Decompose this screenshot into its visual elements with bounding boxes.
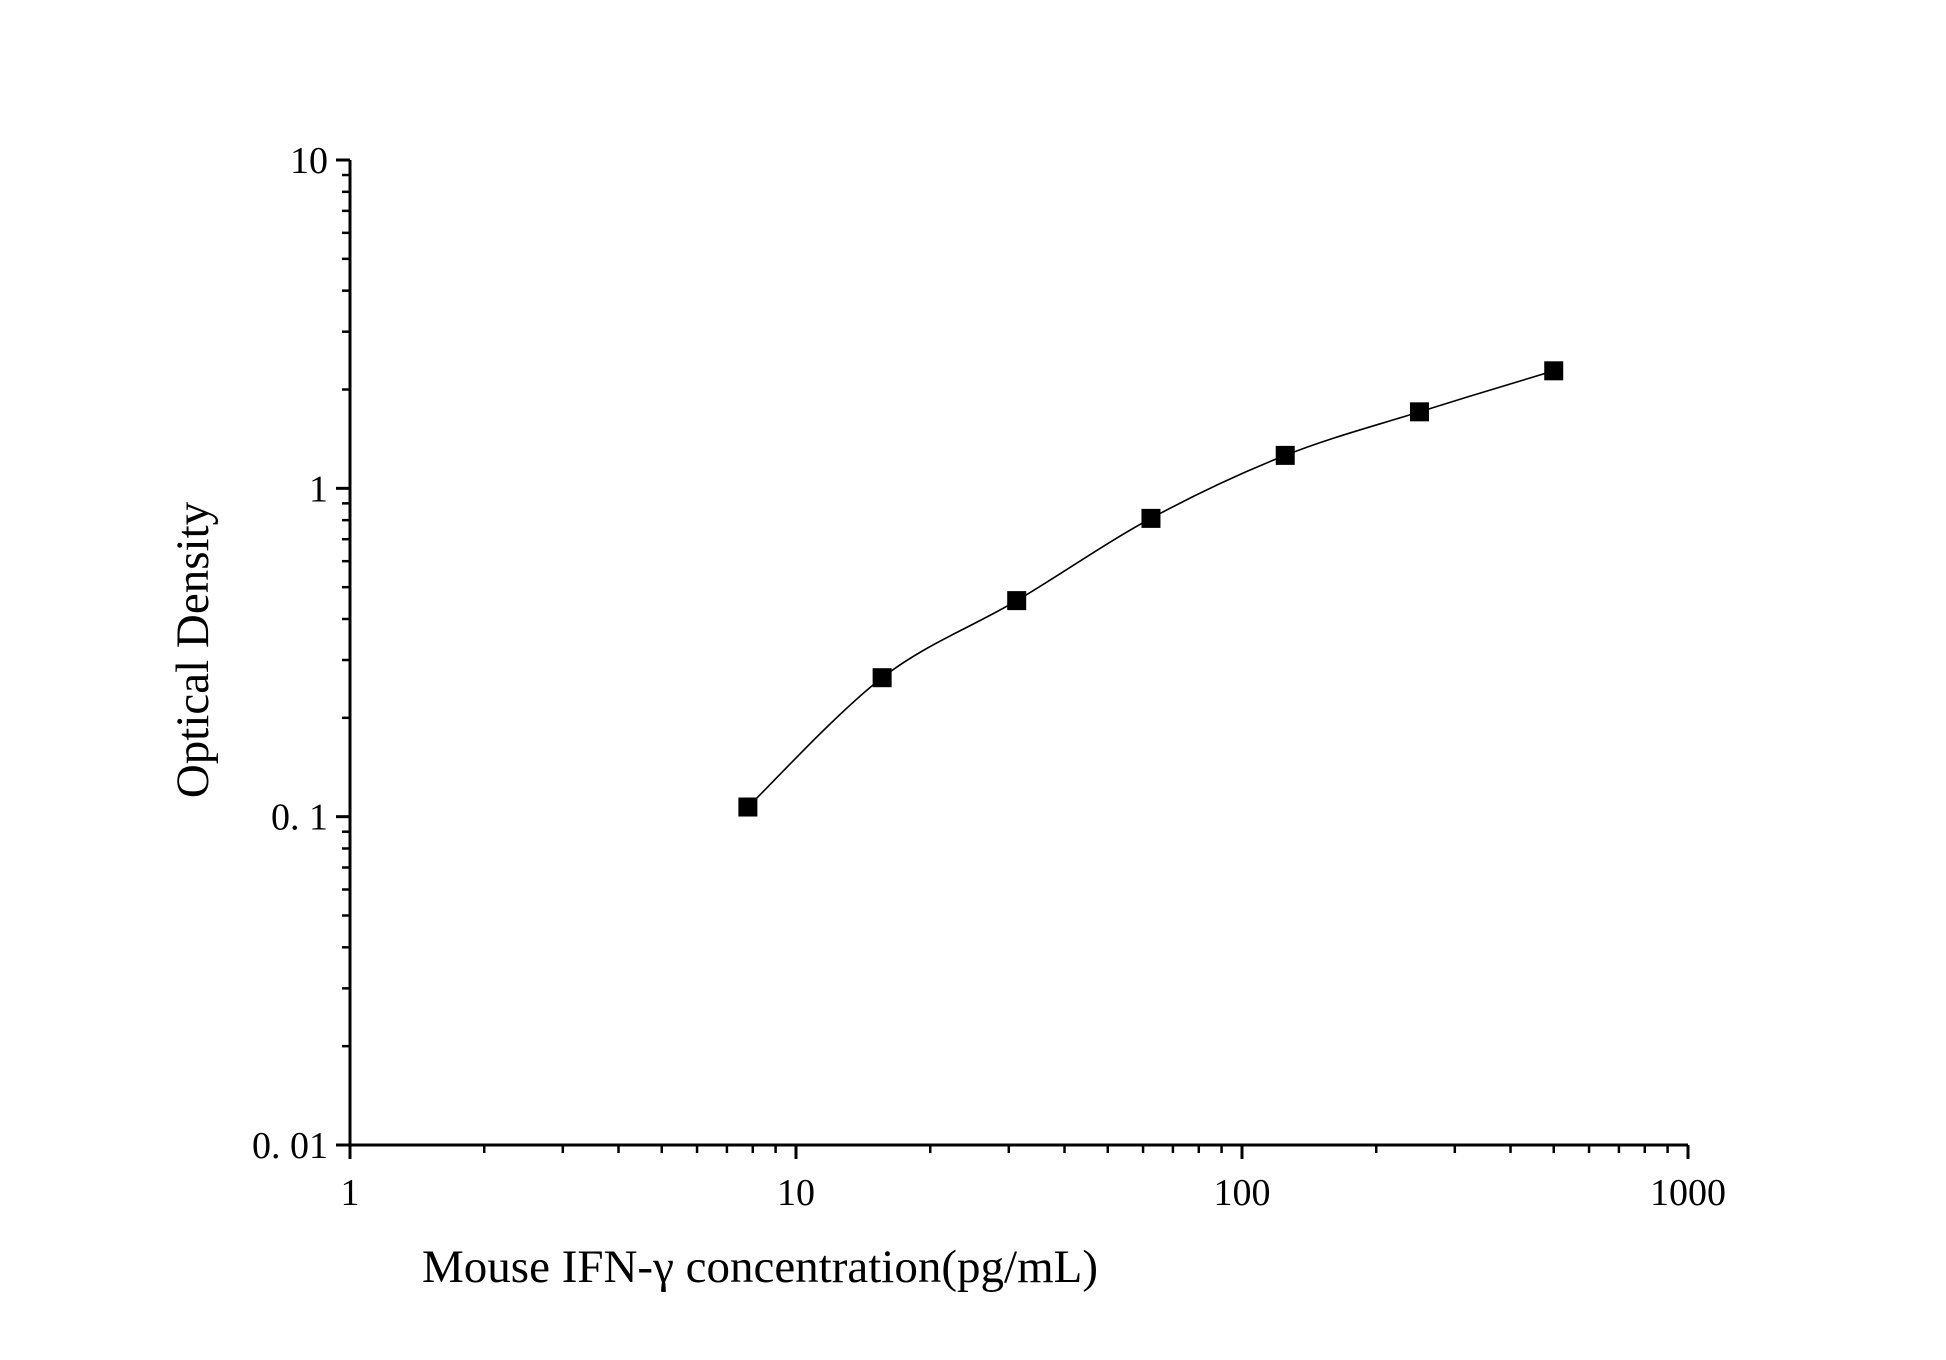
y-tick-label: 1 xyxy=(309,468,328,510)
y-tick-label: 10 xyxy=(290,140,328,182)
x-tick-label: 1000 xyxy=(1650,1172,1726,1214)
y-axis-title: Optical Density xyxy=(167,501,219,798)
x-axis-title: Mouse IFN-γ concentration(pg/mL) xyxy=(422,1241,1098,1293)
data-points xyxy=(738,361,1564,817)
y-tick-label: 0. 01 xyxy=(252,1125,328,1167)
data-point xyxy=(1409,402,1429,422)
x-tick-label: 10 xyxy=(777,1172,815,1214)
data-point xyxy=(738,797,758,817)
data-point xyxy=(872,668,892,688)
x-tick-label: 100 xyxy=(1214,1172,1271,1214)
data-point xyxy=(1141,508,1161,528)
data-point xyxy=(1275,445,1295,465)
x-tick-label: 1 xyxy=(341,1172,360,1214)
fit-curve-layer xyxy=(747,370,1554,808)
axes: 1 10 100 1000 0. 01 0. 1 1 10 xyxy=(252,140,1726,1214)
data-point xyxy=(1544,361,1564,381)
data-point xyxy=(1007,591,1027,611)
y-tick-label: 0. 1 xyxy=(271,797,328,839)
fit-curve xyxy=(747,370,1554,808)
